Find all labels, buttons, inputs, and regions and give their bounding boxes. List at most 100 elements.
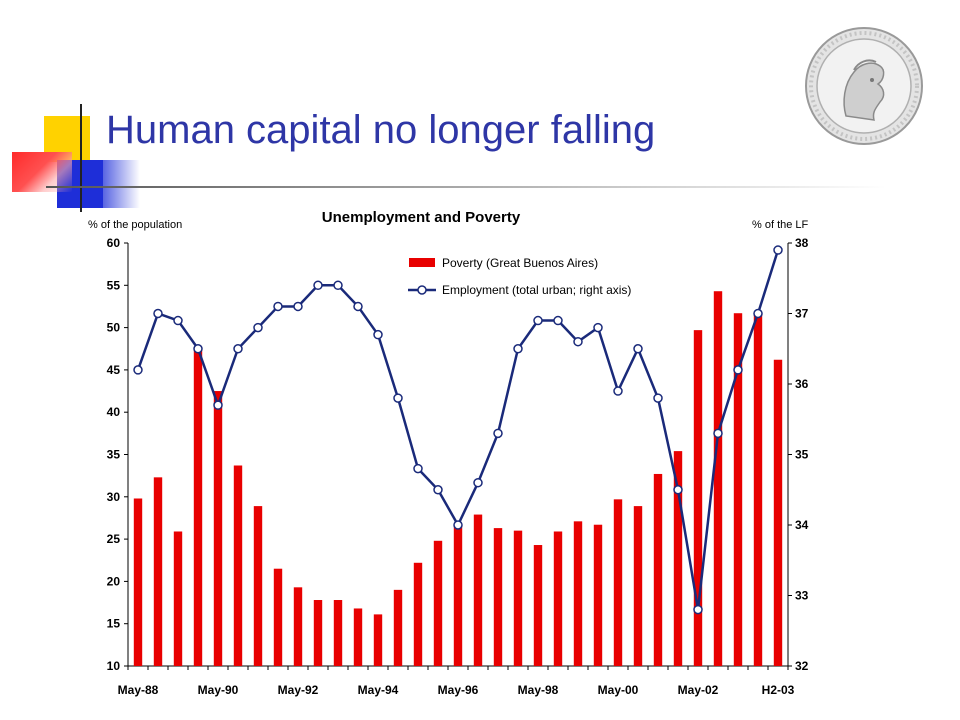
employment-point [713, 428, 723, 439]
employment-line-layer [133, 245, 783, 615]
x-tick-label: H2-03 [762, 683, 795, 697]
poverty-bar [633, 506, 643, 666]
employment-point [533, 315, 543, 326]
poverty-bars [133, 291, 783, 666]
poverty-bar [533, 545, 543, 666]
decor-horizontal-line [46, 186, 886, 188]
poverty-bar [173, 531, 183, 666]
poverty-bar [233, 465, 243, 666]
right-tick-label: 36 [795, 377, 809, 391]
poverty-bar [433, 540, 443, 666]
chart-title: Unemployment and Poverty [322, 209, 521, 226]
poverty-bar [473, 514, 483, 666]
left-tick-label: 15 [107, 617, 121, 631]
x-tick-label: May-94 [358, 683, 399, 697]
x-tick-label: May-90 [198, 683, 239, 697]
employment-point [193, 344, 203, 354]
left-tick-label: 45 [107, 363, 121, 377]
employment-point [753, 308, 763, 319]
right-tick-label: 37 [795, 307, 809, 321]
left-tick-label: 30 [107, 490, 121, 504]
poverty-bar [313, 600, 323, 666]
employment-point [233, 344, 243, 354]
employment-point [613, 386, 623, 396]
poverty-bar [393, 589, 403, 666]
poverty-bar [353, 608, 363, 666]
employment-point [573, 336, 583, 347]
unemployment-poverty-chart: Unemployment and Poverty % of the popula… [88, 209, 809, 697]
employment-point [153, 308, 163, 319]
employment-point [513, 344, 523, 354]
employment-point [493, 428, 503, 439]
poverty-bar [753, 313, 763, 666]
x-tick-label: May-92 [278, 683, 319, 697]
employment-point [653, 393, 663, 403]
employment-point [273, 301, 283, 312]
poverty-bar [513, 530, 523, 666]
employment-point [453, 520, 463, 530]
tick-labels: 10 15 20 25 30 35 40 45 50 55 60 32 33 34 35 36 37 38 May-… [107, 236, 809, 697]
x-tick-label: May-98 [518, 683, 559, 697]
decor-blue-fade [90, 160, 140, 208]
x-tick-label: May-96 [438, 683, 479, 697]
coin-seal-icon [805, 27, 923, 145]
employment-point [293, 301, 303, 312]
poverty-bar [373, 614, 383, 666]
poverty-bar [593, 524, 603, 666]
right-tick-label: 32 [795, 659, 809, 673]
poverty-bar [293, 587, 303, 666]
employment-point [553, 315, 563, 326]
right-tick-label: 34 [795, 518, 809, 532]
poverty-bar [453, 524, 463, 666]
poverty-bar [213, 391, 223, 666]
poverty-bar [693, 330, 703, 666]
poverty-bar [673, 451, 683, 666]
employment-point [373, 329, 383, 340]
slide-title: Human capital no longer falling [106, 108, 656, 152]
left-tick-label: 10 [107, 659, 121, 673]
poverty-bar [493, 528, 503, 666]
poverty-bar [653, 473, 663, 666]
legend-employment-label: Employment (total urban; right axis) [442, 283, 631, 297]
right-tick-label: 33 [795, 589, 809, 603]
employment-point [773, 245, 783, 255]
employment-point [213, 400, 223, 410]
employment-point [393, 393, 403, 403]
left-tick-label: 35 [107, 448, 121, 462]
right-tick-label: 38 [795, 236, 809, 250]
employment-point [593, 322, 603, 333]
legend-poverty-label: Poverty (Great Buenos Aires) [442, 256, 598, 270]
legend: Poverty (Great Buenos Aires) Employment … [408, 256, 631, 297]
employment-point [733, 365, 743, 375]
poverty-bar [253, 506, 263, 666]
left-tick-label: 25 [107, 532, 121, 546]
poverty-bar [553, 531, 563, 666]
poverty-bar [713, 291, 723, 666]
employment-point [633, 344, 643, 354]
left-tick-label: 40 [107, 405, 121, 419]
employment-point [173, 315, 183, 326]
poverty-bar [613, 499, 623, 666]
employment-point [433, 485, 443, 495]
right-tick-label: 35 [795, 448, 809, 462]
employment-point [253, 322, 263, 333]
poverty-bar [193, 350, 203, 666]
left-tick-label: 55 [107, 278, 121, 292]
poverty-bar [733, 313, 743, 666]
employment-point [473, 477, 483, 488]
x-tick-label: May-02 [678, 683, 719, 697]
poverty-bar [773, 359, 783, 666]
x-tick-label: May-00 [598, 683, 639, 697]
left-tick-label: 20 [107, 574, 121, 588]
legend-line-marker [417, 285, 427, 295]
employment-point [673, 485, 683, 495]
decor-vertical-line [80, 104, 82, 212]
employment-point [413, 463, 423, 474]
poverty-bar [153, 477, 163, 666]
legend-bar-swatch [409, 258, 435, 267]
poverty-bar [133, 498, 143, 666]
decor-red-square [12, 152, 72, 192]
x-tick-label: May-88 [118, 683, 159, 697]
employment-point [313, 280, 323, 291]
poverty-bar [273, 568, 283, 666]
